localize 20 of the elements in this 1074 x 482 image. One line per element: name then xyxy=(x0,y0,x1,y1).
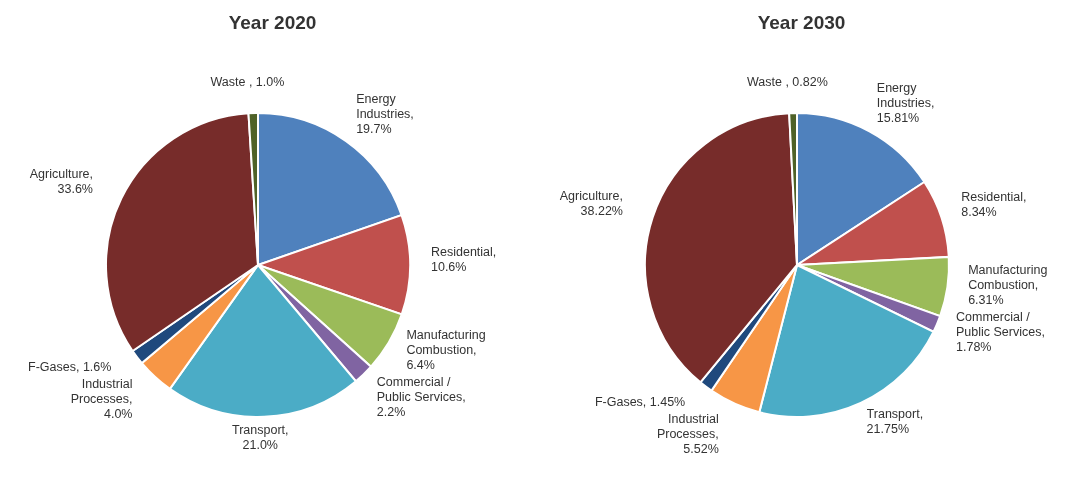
slice-label: Waste , 1.0% xyxy=(209,74,286,90)
slice-label: Agriculture, 33.6% xyxy=(28,167,93,197)
slice-label: Residential, 10.6% xyxy=(430,244,498,275)
slice-label: Transport, 21.75% xyxy=(866,406,925,437)
slice-label: Industrial Processes, 4.0% xyxy=(69,377,133,423)
slice-label: Energy Industries, 19.7% xyxy=(356,92,415,138)
slice-label: Residential, 8.34% xyxy=(961,189,1028,220)
slice-label: Waste , 0.82% xyxy=(746,74,829,90)
chart-title: Year 2020 xyxy=(227,11,318,35)
slice-label: Manufacturing Combustion, 6.31% xyxy=(968,263,1049,309)
slice-label: Commercial / Public Services, 2.2% xyxy=(376,374,467,420)
slice-label: Energy Industries, 15.81% xyxy=(876,81,936,126)
slice-label: Industrial Processes, 5.52% xyxy=(655,411,719,457)
chart-title: Year 2030 xyxy=(756,11,847,35)
slice-label: F-Gases, 1.45% xyxy=(593,394,686,410)
slice-label: Agriculture, 38.22% xyxy=(558,189,623,220)
slice-label: Transport, 21.0% xyxy=(231,422,290,453)
slice-label: Commercial / Public Services, 1.78% xyxy=(956,310,1046,356)
slice-label: F-Gases, 1.6% xyxy=(27,360,112,376)
slice-label: Manufacturing Combustion, 6.4% xyxy=(406,327,487,373)
